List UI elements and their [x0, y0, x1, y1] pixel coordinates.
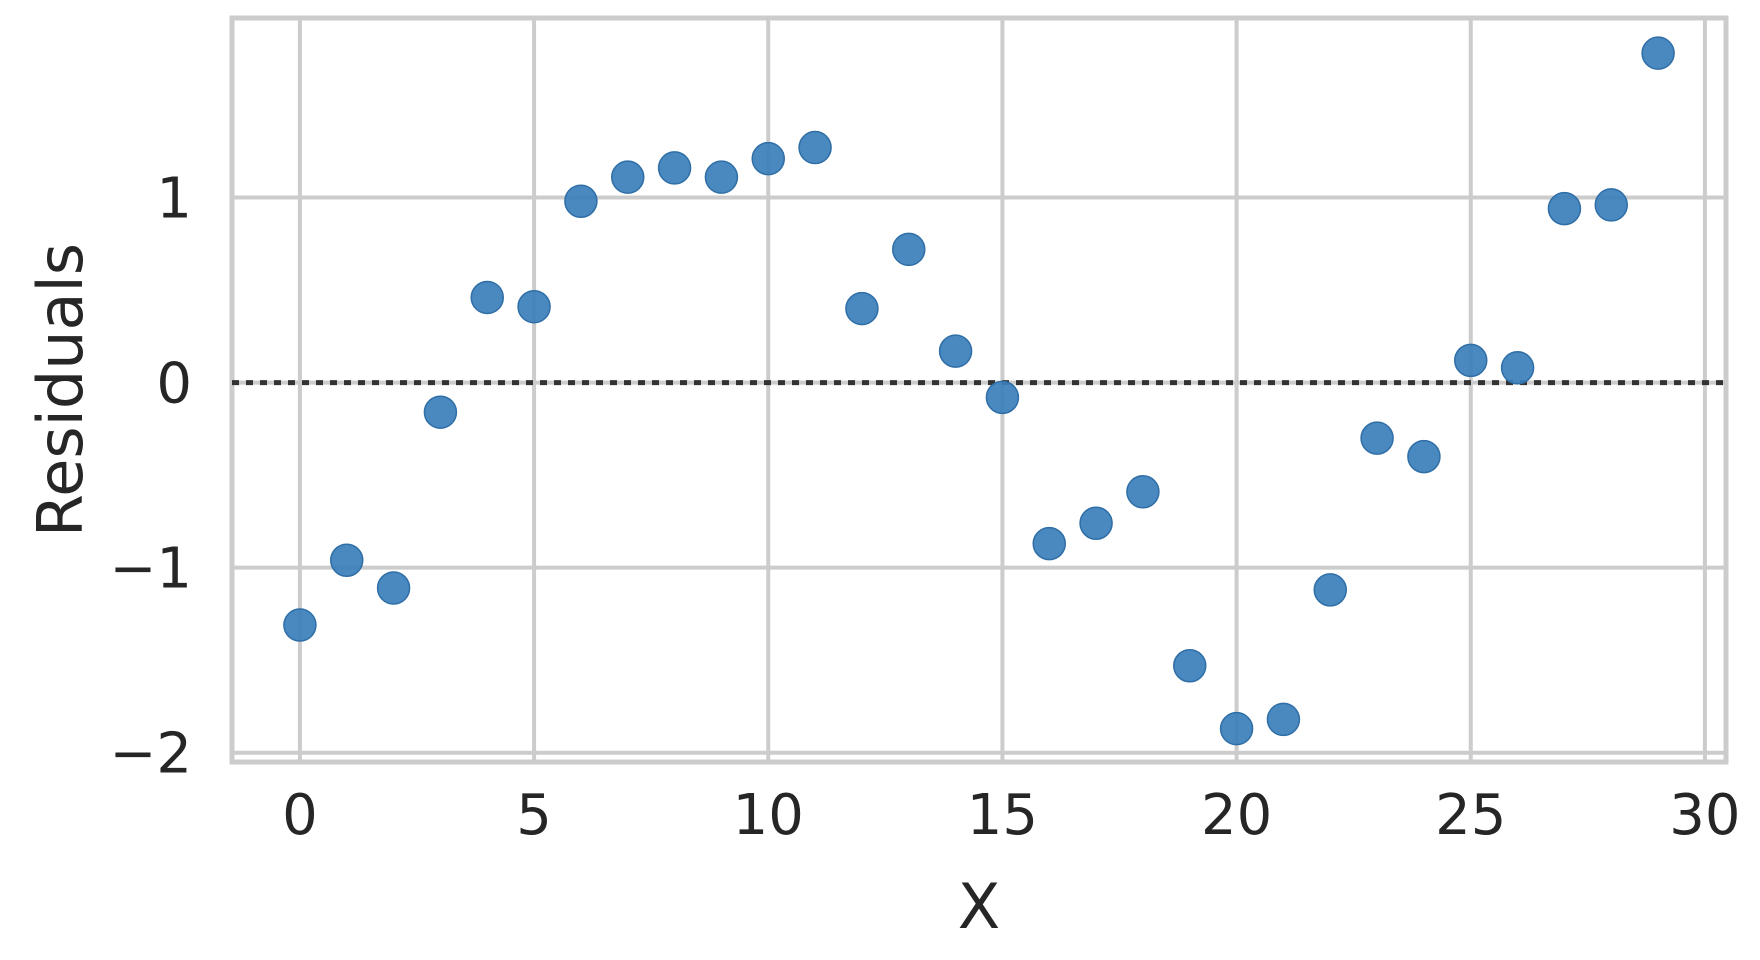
- data-point-18: [1126, 475, 1160, 509]
- data-point-11: [798, 130, 832, 165]
- data-point-1: [329, 543, 364, 578]
- y-tick-label-3: 1: [156, 167, 192, 232]
- y-tick-label-2: 0: [156, 352, 192, 417]
- data-point-22: [1313, 573, 1348, 607]
- data-point-27: [1547, 191, 1582, 226]
- gridlines: [232, 18, 1726, 762]
- data-point-9: [704, 160, 739, 194]
- y-tick-labels: −2 −1 0 1: [109, 167, 192, 787]
- x-tick-label-0: 0: [282, 783, 318, 848]
- data-point-8: [657, 151, 692, 185]
- x-tick-label-6: 30: [1669, 783, 1740, 848]
- data-point-25: [1454, 343, 1488, 378]
- data-point-6: [564, 184, 598, 218]
- data-point-26: [1500, 351, 1535, 385]
- x-tick-label-4: 20: [1201, 783, 1272, 848]
- data-point-28: [1594, 188, 1629, 222]
- data-point-0: [283, 608, 317, 642]
- data-point-20: [1219, 711, 1254, 746]
- data-point-23: [1360, 421, 1394, 455]
- data-point-7: [610, 160, 645, 194]
- data-point-19: [1173, 649, 1207, 683]
- data-point-17: [1079, 506, 1113, 541]
- plot-frame: [229, 15, 1729, 765]
- data-point-29: [1641, 36, 1675, 70]
- data-point-16: [1032, 526, 1067, 561]
- x-tick-label-1: 5: [516, 783, 552, 848]
- data-point-14: [938, 334, 973, 368]
- data-points: [283, 36, 1675, 746]
- y-tick-label-1: −1: [109, 537, 192, 602]
- x-tick-label-5: 25: [1435, 783, 1506, 848]
- y-axis-label: Residuals: [24, 243, 97, 537]
- data-point-24: [1407, 439, 1441, 474]
- data-point-2: [376, 571, 411, 605]
- data-point-13: [891, 232, 926, 267]
- data-point-12: [845, 291, 879, 326]
- data-point-10: [751, 141, 785, 176]
- data-point-5: [517, 289, 551, 324]
- x-tick-labels: 0 5 10 15 20 25 30: [282, 783, 1740, 848]
- data-point-3: [423, 395, 458, 429]
- x-tick-label-2: 10: [733, 783, 804, 848]
- x-axis-label: X: [958, 870, 1000, 943]
- y-tick-label-0: −2: [109, 722, 192, 787]
- data-point-21: [1266, 702, 1301, 737]
- data-point-4: [470, 280, 504, 315]
- x-tick-label-3: 15: [967, 783, 1038, 848]
- data-point-15: [985, 380, 1020, 415]
